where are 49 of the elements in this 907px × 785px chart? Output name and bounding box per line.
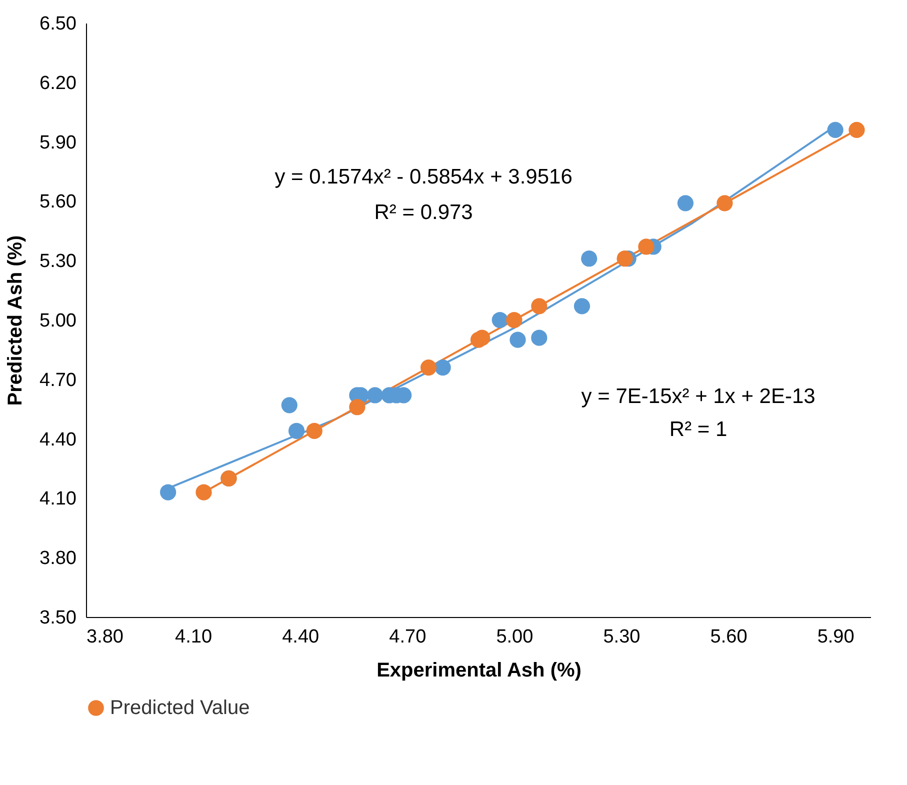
point bbox=[574, 298, 590, 314]
y-tick-label: 6.20 bbox=[40, 72, 76, 94]
x-tick-label: 5.90 bbox=[817, 626, 854, 648]
y-tick-label: 4.40 bbox=[40, 429, 76, 450]
point bbox=[716, 195, 733, 212]
point bbox=[474, 330, 490, 346]
point bbox=[434, 359, 451, 376]
annotation: y = 0.1574x² - 0.5854x + 3.9516 bbox=[274, 165, 572, 188]
y-tick-label: 3.80 bbox=[40, 548, 76, 570]
point bbox=[420, 359, 437, 376]
y-tick-label: 5.60 bbox=[40, 192, 76, 213]
point bbox=[366, 387, 384, 404]
x-tick-label: 5.30 bbox=[603, 626, 640, 648]
point bbox=[848, 122, 865, 138]
annotation: R² = 1 bbox=[669, 418, 728, 441]
point bbox=[281, 397, 298, 414]
point bbox=[510, 332, 526, 348]
point bbox=[288, 422, 305, 439]
annotation: R² = 0.973 bbox=[374, 201, 473, 224]
point bbox=[677, 195, 694, 212]
point bbox=[531, 330, 548, 346]
annotation: y = 7E-15x² + 1x + 2E-13 bbox=[581, 385, 816, 408]
point bbox=[492, 312, 508, 328]
x-tick-label: 4.70 bbox=[389, 626, 426, 648]
point bbox=[531, 298, 548, 314]
y-tick-label: 4.10 bbox=[40, 488, 76, 510]
x-tick-label: 3.80 bbox=[86, 626, 124, 648]
y-axis-title: Predicted Ash (%) bbox=[4, 235, 27, 406]
y-tick-label: 5.90 bbox=[40, 132, 76, 154]
y-tick-label: 5.00 bbox=[40, 310, 76, 332]
y-tick-label: 6.50 bbox=[40, 14, 76, 34]
x-tick-label: 5.60 bbox=[710, 626, 748, 648]
point bbox=[638, 238, 654, 255]
point bbox=[349, 399, 366, 416]
point bbox=[196, 484, 212, 500]
x-tick-label: 4.10 bbox=[175, 626, 212, 648]
y-tick-label: 4.70 bbox=[40, 370, 76, 391]
point bbox=[506, 312, 522, 328]
x-tick-label: 4.40 bbox=[282, 626, 320, 648]
y-tick-label: 5.30 bbox=[40, 251, 76, 272]
x-axis-title: Experimental Ash (%) bbox=[376, 660, 582, 682]
legend-label: Predicted Value bbox=[110, 697, 250, 719]
point bbox=[616, 250, 633, 267]
point bbox=[827, 122, 844, 138]
point bbox=[160, 484, 176, 500]
point bbox=[581, 250, 598, 267]
y-tick-label: 3.50 bbox=[40, 608, 76, 628]
x-tick-label: 5.00 bbox=[496, 626, 534, 648]
point bbox=[306, 422, 322, 439]
